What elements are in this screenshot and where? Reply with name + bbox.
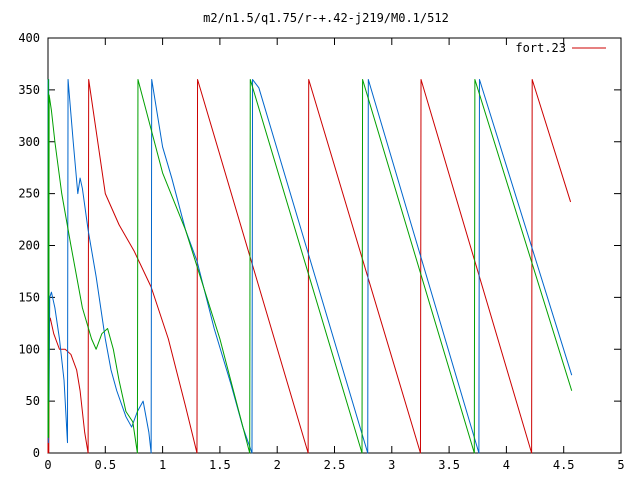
y-tick-label: 250: [18, 187, 40, 201]
series-line-3: [47, 79, 573, 454]
y-tick-label: 100: [18, 342, 40, 356]
x-tick-label: 1: [159, 458, 166, 472]
x-tick-label: 0: [44, 458, 51, 472]
x-tick-label: 3: [388, 458, 395, 472]
y-tick-label: 0: [33, 446, 40, 460]
axis-ticks: 0 0.5 1 1.5 2 2.5 3 3.5 4 4.5 50501001502002503003…: [18, 31, 624, 472]
plot-frame: [47, 37, 622, 454]
x-tick-label: 4.5: [553, 458, 575, 472]
y-tick-label: 350: [18, 83, 40, 97]
chart-title: m2/n1.5/q1.75/r-+.42-j219/M0.1/512: [203, 11, 449, 25]
x-tick-label: 5: [617, 458, 624, 472]
series-line-2: [47, 79, 573, 454]
legend-label: fort.23: [515, 41, 566, 55]
legend: fort.23: [515, 41, 606, 55]
y-tick-label: 50: [26, 394, 40, 408]
series-layer: [47, 79, 573, 454]
x-tick-label: 4: [503, 458, 510, 472]
x-tick-label: 2: [274, 458, 281, 472]
x-tick-label: 1.5: [209, 458, 231, 472]
x-tick-label: 0.5: [94, 458, 116, 472]
series-line-1: [47, 79, 572, 454]
y-tick-label: 150: [18, 290, 40, 304]
y-tick-label: 200: [18, 239, 40, 253]
y-tick-label: 400: [18, 31, 40, 45]
y-tick-label: 300: [18, 135, 40, 149]
x-tick-label: 2.5: [324, 458, 346, 472]
x-tick-label: 3.5: [438, 458, 460, 472]
